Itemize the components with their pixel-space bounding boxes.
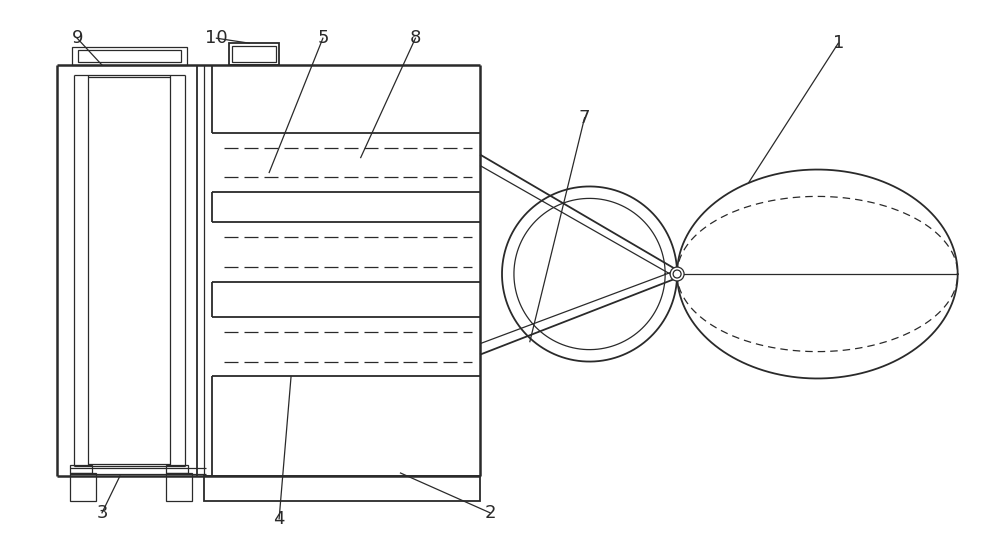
Text: 1: 1: [833, 34, 844, 52]
Bar: [70, 473, 96, 501]
Bar: [166, 465, 188, 473]
Text: 5: 5: [317, 29, 329, 47]
Text: 9: 9: [71, 29, 83, 47]
Bar: [166, 473, 192, 501]
Text: 8: 8: [410, 29, 421, 47]
Bar: [204, 476, 480, 501]
Circle shape: [670, 267, 684, 281]
Circle shape: [673, 270, 681, 278]
Bar: [70, 465, 92, 473]
Text: 4: 4: [273, 510, 285, 528]
Bar: [72, 47, 187, 65]
Bar: [229, 43, 279, 65]
Bar: [78, 50, 181, 62]
Text: 2: 2: [484, 504, 496, 522]
Text: 3: 3: [96, 504, 108, 522]
Text: 10: 10: [205, 29, 228, 47]
Bar: [232, 46, 276, 62]
Text: 7: 7: [579, 109, 590, 127]
